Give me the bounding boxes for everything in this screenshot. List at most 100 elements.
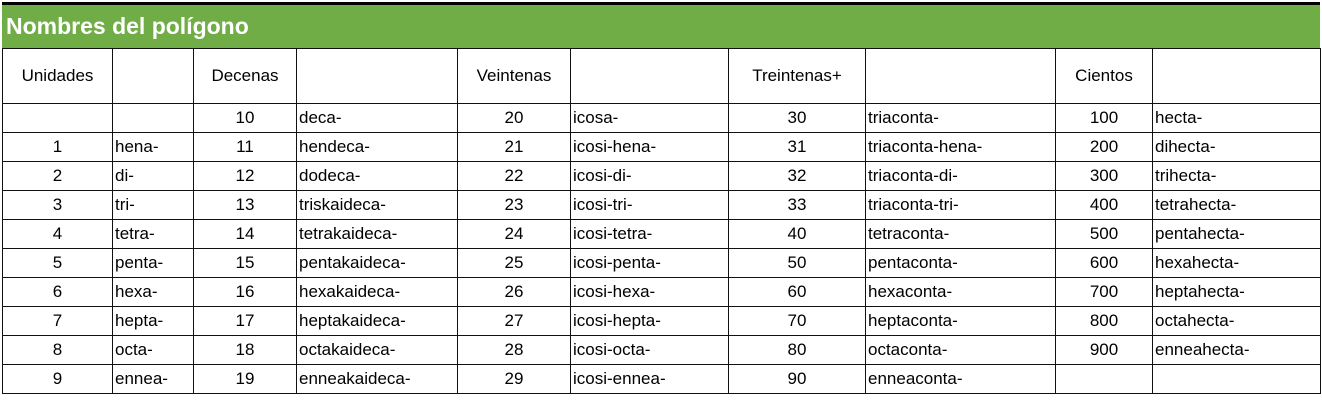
number-cell[interactable]: 23 [457,190,571,220]
number-cell[interactable]: 500 [1055,219,1153,249]
number-cell[interactable]: 30 [728,103,866,133]
number-cell[interactable]: 70 [728,306,866,336]
prefix-cell[interactable]: ennea- [112,364,194,394]
column-header[interactable] [570,48,729,104]
number-cell[interactable]: 10 [193,103,297,133]
number-cell[interactable]: 6 [2,277,113,307]
column-header[interactable] [296,48,458,104]
number-cell[interactable]: 100 [1055,103,1153,133]
prefix-cell[interactable]: hexahecta- [1152,248,1321,278]
prefix-cell[interactable]: hexakaideca- [296,277,458,307]
prefix-cell[interactable]: tetrahecta- [1152,190,1321,220]
prefix-cell[interactable]: hecta- [1152,103,1321,133]
number-cell[interactable]: 15 [193,248,297,278]
number-cell[interactable]: 11 [193,132,297,162]
number-cell[interactable]: 21 [457,132,571,162]
prefix-cell[interactable]: octahecta- [1152,306,1321,336]
prefix-cell[interactable]: pentahecta- [1152,219,1321,249]
number-cell[interactable]: 300 [1055,161,1153,191]
prefix-cell[interactable]: tetrakaideca- [296,219,458,249]
number-cell[interactable]: 9 [2,364,113,394]
number-cell[interactable]: 8 [2,335,113,365]
prefix-cell[interactable]: deca- [296,103,458,133]
prefix-cell[interactable]: enneahecta- [1152,335,1321,365]
number-cell[interactable]: 29 [457,364,571,394]
prefix-cell[interactable]: icosi-tetra- [570,219,729,249]
number-cell[interactable]: 24 [457,219,571,249]
prefix-cell[interactable]: octaconta- [865,335,1056,365]
column-header[interactable]: Treintenas+ [728,48,866,104]
prefix-cell[interactable]: icosi-hepta- [570,306,729,336]
number-cell[interactable]: 50 [728,248,866,278]
prefix-cell[interactable]: hena- [112,132,194,162]
number-cell[interactable]: 400 [1055,190,1153,220]
number-cell[interactable]: 25 [457,248,571,278]
number-cell[interactable]: 3 [2,190,113,220]
number-cell[interactable]: 800 [1055,306,1153,336]
prefix-cell[interactable]: dihecta- [1152,132,1321,162]
number-cell[interactable]: 1 [2,132,113,162]
number-cell[interactable]: 80 [728,335,866,365]
number-cell[interactable]: 4 [2,219,113,249]
column-header[interactable]: Decenas [193,48,297,104]
prefix-cell[interactable]: octa- [112,335,194,365]
number-cell[interactable]: 5 [2,248,113,278]
prefix-cell[interactable]: icosi-hexa- [570,277,729,307]
prefix-cell[interactable]: enneaconta- [865,364,1056,394]
prefix-cell[interactable]: icosi-tri- [570,190,729,220]
prefix-cell[interactable]: tetra- [112,219,194,249]
prefix-cell[interactable]: triaconta-di- [865,161,1056,191]
prefix-cell[interactable]: icosi-hena- [570,132,729,162]
number-cell[interactable]: 18 [193,335,297,365]
number-cell[interactable]: 22 [457,161,571,191]
column-header[interactable]: Unidades [2,48,113,104]
number-cell[interactable]: 19 [193,364,297,394]
prefix-cell[interactable]: triskaideca- [296,190,458,220]
column-header[interactable]: Cientos [1055,48,1153,104]
prefix-cell[interactable]: penta- [112,248,194,278]
number-cell[interactable]: 13 [193,190,297,220]
column-header[interactable] [112,48,194,104]
column-header[interactable]: Veintenas [457,48,571,104]
number-cell[interactable]: 200 [1055,132,1153,162]
number-cell[interactable]: 2 [2,161,113,191]
prefix-cell[interactable]: hexaconta- [865,277,1056,307]
number-cell[interactable]: 27 [457,306,571,336]
prefix-cell[interactable] [112,103,194,133]
prefix-cell[interactable]: pentakaideca- [296,248,458,278]
number-cell[interactable]: 40 [728,219,866,249]
number-cell[interactable]: 12 [193,161,297,191]
number-cell[interactable]: 17 [193,306,297,336]
number-cell[interactable] [2,103,113,133]
prefix-cell[interactable]: icosi-octa- [570,335,729,365]
prefix-cell[interactable]: heptahecta- [1152,277,1321,307]
number-cell[interactable]: 16 [193,277,297,307]
prefix-cell[interactable]: pentaconta- [865,248,1056,278]
number-cell[interactable]: 60 [728,277,866,307]
number-cell[interactable]: 600 [1055,248,1153,278]
prefix-cell[interactable]: heptaconta- [865,306,1056,336]
prefix-cell[interactable]: dodeca- [296,161,458,191]
prefix-cell[interactable]: hepta- [112,306,194,336]
number-cell[interactable]: 26 [457,277,571,307]
prefix-cell[interactable]: trihecta- [1152,161,1321,191]
prefix-cell[interactable]: octakaideca- [296,335,458,365]
number-cell[interactable]: 28 [457,335,571,365]
number-cell[interactable]: 900 [1055,335,1153,365]
prefix-cell[interactable]: tetraconta- [865,219,1056,249]
prefix-cell[interactable]: icosi-di- [570,161,729,191]
prefix-cell[interactable]: di- [112,161,194,191]
prefix-cell[interactable]: triaconta-hena- [865,132,1056,162]
prefix-cell[interactable]: tri- [112,190,194,220]
prefix-cell[interactable]: icosa- [570,103,729,133]
number-cell[interactable]: 20 [457,103,571,133]
prefix-cell[interactable]: hendeca- [296,132,458,162]
prefix-cell[interactable]: icosi-ennea- [570,364,729,394]
number-cell[interactable]: 31 [728,132,866,162]
prefix-cell[interactable] [1152,364,1321,394]
prefix-cell[interactable]: enneakaideca- [296,364,458,394]
number-cell[interactable]: 90 [728,364,866,394]
prefix-cell[interactable]: hexa- [112,277,194,307]
number-cell[interactable]: 14 [193,219,297,249]
column-header[interactable] [865,48,1056,104]
